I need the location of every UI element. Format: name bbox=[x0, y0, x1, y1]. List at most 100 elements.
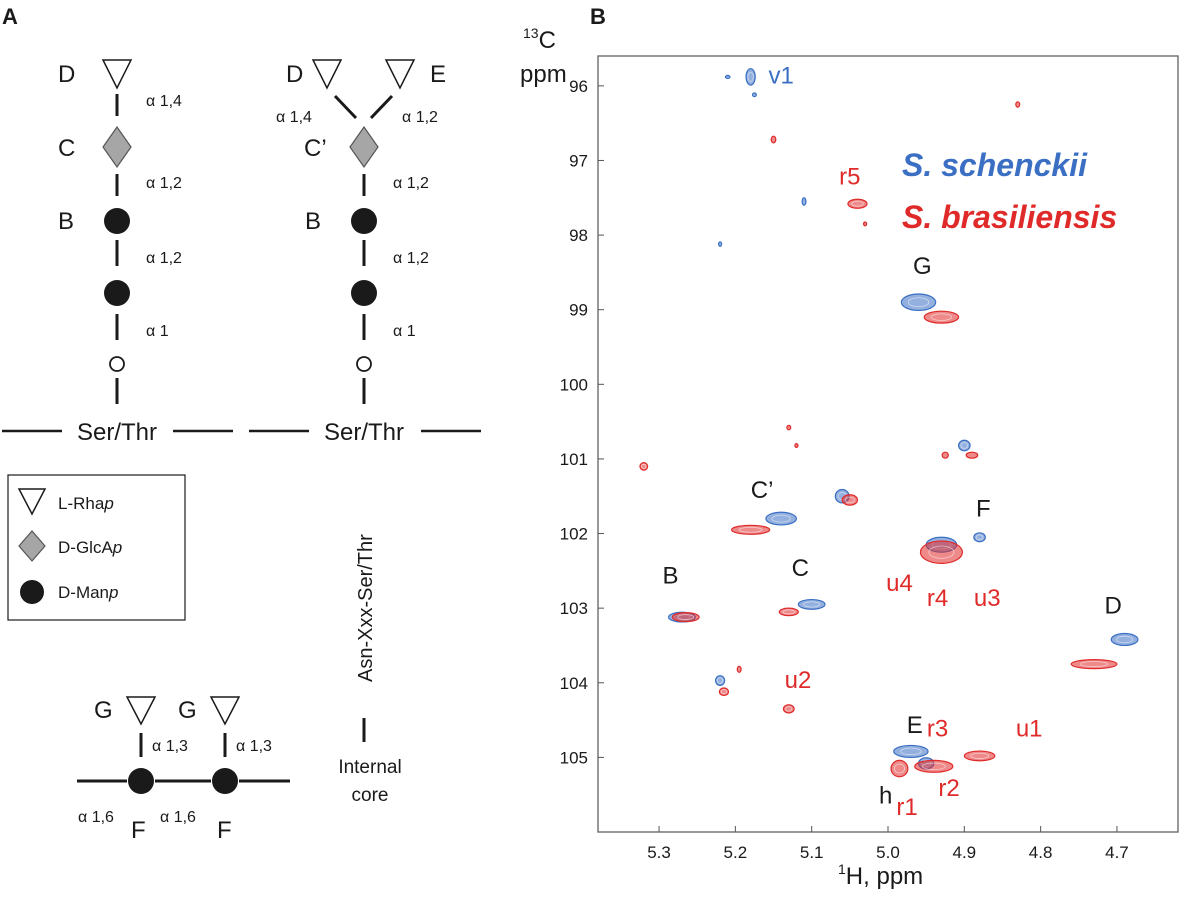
peak-contour bbox=[900, 293, 937, 312]
schenckii-peak bbox=[745, 68, 756, 86]
peak-label: C bbox=[792, 555, 809, 582]
peak-contour bbox=[965, 451, 979, 459]
peak-contour-inner bbox=[720, 689, 728, 695]
brasiliensis-peak bbox=[1070, 659, 1118, 670]
peak-contour bbox=[1110, 632, 1139, 647]
schenckii-peak bbox=[801, 197, 807, 206]
peak-contour-inner bbox=[894, 763, 905, 774]
y-axis-label-nucleus: 13C bbox=[523, 25, 556, 54]
peak-label: B bbox=[662, 563, 678, 590]
peak-label: G bbox=[913, 253, 932, 280]
peak-contour bbox=[724, 74, 731, 79]
peak-contour-inner bbox=[844, 496, 855, 504]
plot-frame bbox=[597, 55, 1179, 833]
peak-label: E bbox=[907, 712, 923, 739]
y-axis-ticks: 96 97 98 99 100 101 102 103 104 105 bbox=[560, 77, 604, 767]
y-tick-label: 98 bbox=[569, 226, 588, 245]
peak-contour-inner bbox=[641, 463, 647, 469]
link-label: α 1,2 bbox=[402, 109, 438, 126]
link-label: α 1,2 bbox=[393, 175, 429, 192]
residue-label-c: C bbox=[58, 135, 75, 162]
brasiliensis-peak bbox=[671, 612, 700, 623]
open-circle-icon bbox=[109, 356, 125, 372]
brasiliensis-peak bbox=[923, 310, 960, 324]
peak-contour bbox=[963, 750, 996, 762]
residue-label-d: D bbox=[58, 61, 75, 88]
peak-contour bbox=[794, 443, 799, 448]
peaks-layer bbox=[639, 68, 1139, 778]
panel-b-label: B bbox=[590, 4, 606, 29]
link-label: α 1,2 bbox=[393, 250, 429, 267]
peak-contour-inner bbox=[782, 609, 795, 615]
y-tick-label: 97 bbox=[569, 151, 588, 170]
brasiliensis-peak bbox=[639, 462, 649, 471]
brasiliensis-peak bbox=[718, 687, 730, 697]
bond-line bbox=[333, 94, 358, 120]
residue-label-e: E bbox=[430, 61, 446, 88]
peak-label: r3 bbox=[927, 716, 948, 743]
link-label: α 1,3 bbox=[152, 738, 188, 755]
peak-contour-inner bbox=[975, 534, 984, 541]
internal-core-label-line2: core bbox=[352, 785, 389, 806]
rhamnose-triangle-icon bbox=[209, 696, 241, 726]
peak-contour bbox=[957, 439, 971, 452]
link-label: α 1,2 bbox=[146, 175, 182, 192]
peak-contour bbox=[765, 511, 798, 526]
brasiliensis-peak bbox=[941, 451, 949, 459]
glucuronic-diamond-icon bbox=[349, 125, 379, 169]
y-tick-label: 102 bbox=[560, 525, 588, 544]
link-label: α 1,6 bbox=[78, 809, 114, 826]
peak-contour bbox=[941, 451, 949, 459]
nglycan-fragment: G G α 1,3 α 1,3 α 1,6 α 1,6 F F bbox=[77, 696, 290, 844]
brasiliensis-peak bbox=[730, 524, 771, 535]
peak-contour bbox=[671, 612, 700, 623]
y-tick-label: 104 bbox=[560, 674, 588, 693]
y-tick-label: 101 bbox=[560, 450, 588, 469]
legend-glucuronic-label: D-GlcAp bbox=[58, 538, 122, 557]
brasiliensis-peak bbox=[919, 540, 964, 564]
brasiliensis-peak bbox=[786, 424, 792, 431]
peak-contour bbox=[1015, 101, 1021, 108]
legend-mannose-label: D-Manp bbox=[58, 583, 118, 602]
peak-contour bbox=[801, 197, 807, 206]
y-tick-label: 99 bbox=[569, 301, 588, 320]
peak-contour bbox=[745, 68, 756, 86]
x-tick-label: 5.3 bbox=[647, 843, 671, 862]
open-circle-icon bbox=[356, 356, 372, 372]
mannose-circle-icon bbox=[212, 768, 238, 794]
glucuronic-diamond-icon bbox=[102, 125, 132, 169]
schenckii-peak bbox=[893, 744, 929, 758]
y-tick-label: 100 bbox=[560, 375, 588, 394]
peak-label: u3 bbox=[974, 585, 1001, 612]
link-label: α 1,3 bbox=[236, 738, 272, 755]
peak-label: r2 bbox=[938, 775, 959, 802]
link-label: α 1 bbox=[146, 323, 169, 340]
legend-triangle-icon bbox=[17, 488, 47, 516]
rhamnose-triangle-icon bbox=[101, 59, 133, 90]
brasiliensis-peak bbox=[847, 198, 868, 209]
peak-label: r5 bbox=[839, 163, 860, 190]
residue-label-b: B bbox=[58, 208, 74, 235]
x-tick-label: 4.8 bbox=[1029, 843, 1053, 862]
bond-line bbox=[369, 94, 394, 120]
schenckii-peak bbox=[957, 439, 971, 452]
mannose-circle-icon bbox=[351, 208, 377, 234]
mannose-circle-icon bbox=[104, 280, 130, 306]
brasiliensis-peak bbox=[794, 443, 799, 448]
peak-contour-inner bbox=[1079, 661, 1109, 667]
asn-motif-label: Asn-Xxx-Ser/Thr bbox=[355, 534, 377, 682]
peak-label: r1 bbox=[896, 794, 917, 821]
schenckii-peak bbox=[1110, 632, 1139, 647]
x-tick-label: 4.7 bbox=[1105, 843, 1129, 862]
x-tick-label: 5.2 bbox=[724, 843, 748, 862]
peak-contour-inner bbox=[930, 313, 953, 321]
peak-contour bbox=[862, 221, 868, 227]
internal-core-label-line1: Internal bbox=[338, 757, 401, 778]
peak-contour-inner bbox=[803, 601, 821, 608]
peak-contour-inner bbox=[851, 200, 864, 207]
link-label: α 1,4 bbox=[146, 93, 182, 110]
x-axis-ticks: 5.3 5.2 5.1 5.0 4.9 4.8 4.7 bbox=[647, 826, 1129, 862]
residue-label-g: G bbox=[94, 697, 113, 724]
brasiliensis-peak bbox=[778, 607, 799, 617]
